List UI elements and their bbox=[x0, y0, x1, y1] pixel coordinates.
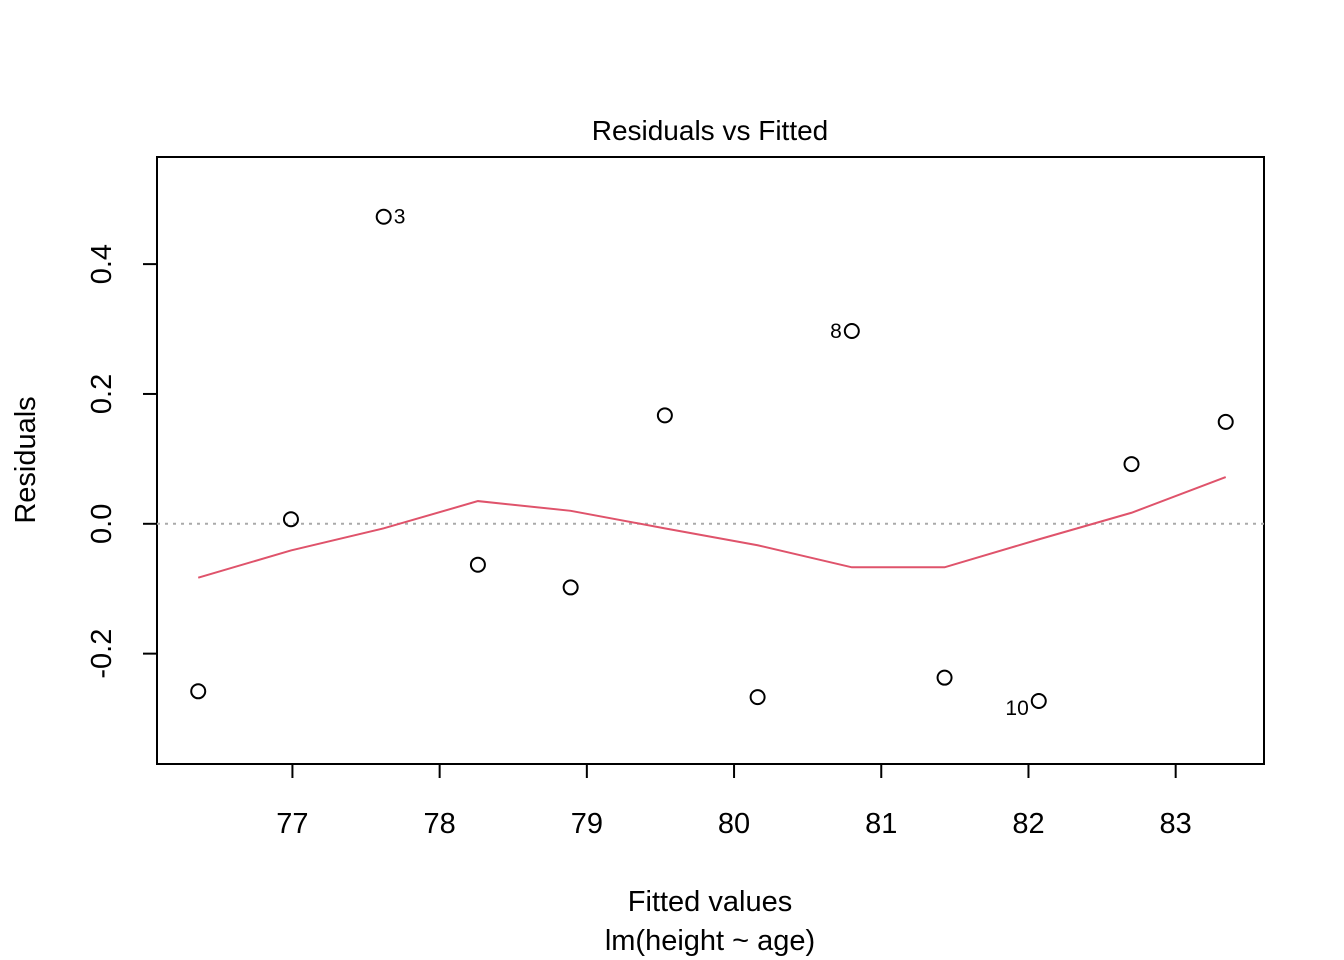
data-point bbox=[1030, 693, 1047, 710]
x-axis-label: Fitted values bbox=[628, 886, 792, 918]
y-tick-label: -0.2 bbox=[86, 629, 118, 679]
x-tick-label: 78 bbox=[424, 808, 456, 840]
point-label: 10 bbox=[1005, 697, 1028, 720]
data-point bbox=[656, 407, 673, 424]
data-point bbox=[749, 689, 766, 706]
smooth-trend-line bbox=[197, 476, 1227, 579]
x-axis-sublabel: lm(height ~ age) bbox=[605, 925, 815, 957]
y-tick-label: 0.2 bbox=[86, 374, 118, 414]
chart-title: Residuals vs Fitted bbox=[592, 115, 829, 146]
y-axis-label: Residuals bbox=[10, 396, 42, 523]
data-point bbox=[936, 669, 953, 686]
data-point bbox=[1123, 456, 1140, 473]
data-point bbox=[282, 511, 299, 528]
x-tick-label: 80 bbox=[718, 808, 750, 840]
x-tick-label: 79 bbox=[571, 808, 603, 840]
data-points: 3 8 10 bbox=[190, 206, 1234, 720]
x-axis: 77 78 79 80 81 82 83 bbox=[276, 763, 1192, 840]
data-point bbox=[190, 683, 207, 700]
point-label: 3 bbox=[394, 206, 406, 229]
y-axis: -0.2 0.0 0.2 0.4 bbox=[86, 244, 158, 679]
y-tick-label: 0.0 bbox=[86, 504, 118, 544]
point-label: 8 bbox=[830, 320, 842, 343]
x-tick-label: 77 bbox=[276, 808, 308, 840]
data-point bbox=[1217, 413, 1234, 430]
data-point bbox=[843, 322, 860, 339]
x-tick-label: 83 bbox=[1160, 808, 1192, 840]
data-point bbox=[562, 579, 579, 596]
plot-frame bbox=[156, 156, 1265, 765]
data-point bbox=[469, 556, 486, 573]
x-tick-label: 82 bbox=[1012, 808, 1044, 840]
x-tick-label: 81 bbox=[865, 808, 897, 840]
y-tick-label: 0.4 bbox=[86, 244, 118, 284]
data-point bbox=[375, 208, 392, 225]
